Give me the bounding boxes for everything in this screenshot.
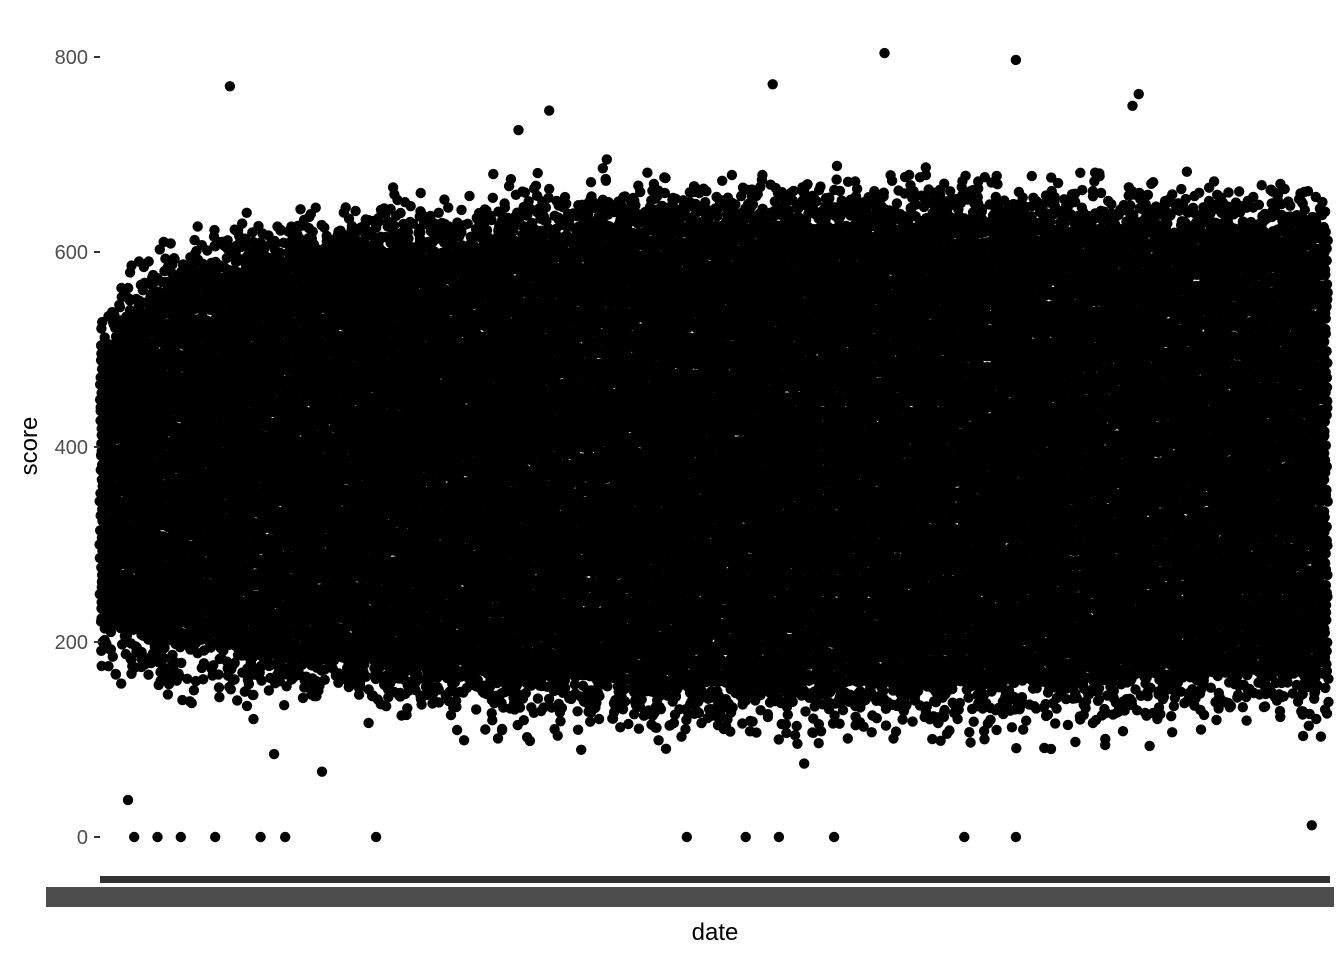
data-point (145, 411, 157, 422)
points-layer (94, 47, 1334, 843)
